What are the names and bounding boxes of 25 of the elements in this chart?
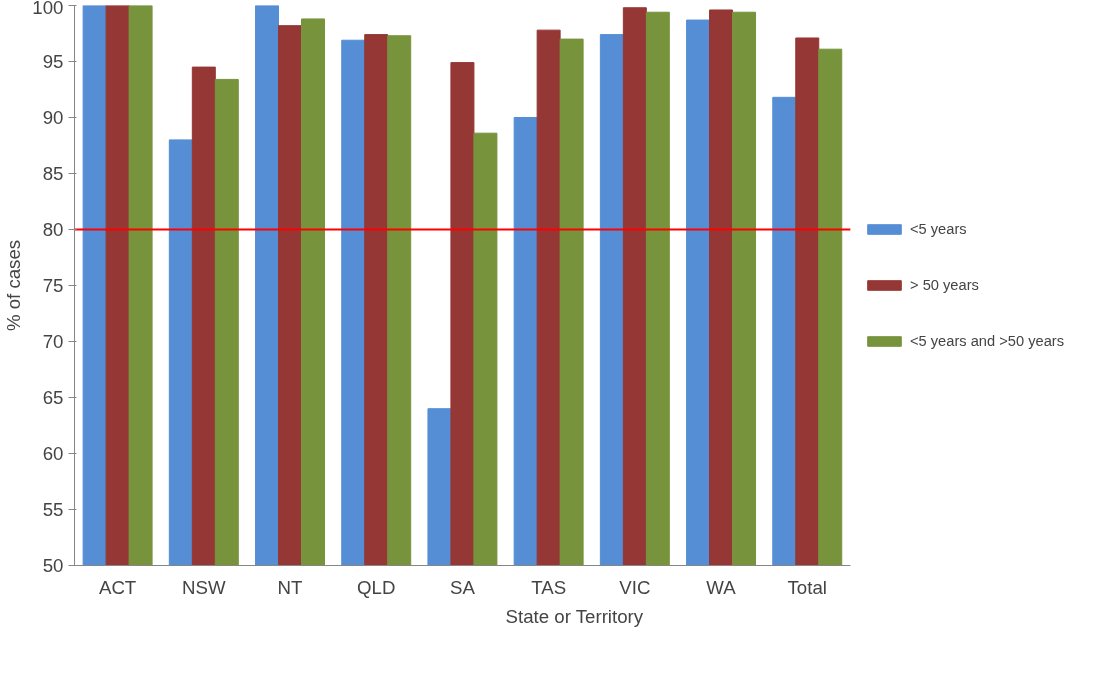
x-tick-label: NT — [277, 576, 303, 598]
y-tick-label: 75 — [42, 275, 64, 296]
y-tick-label: 65 — [42, 387, 64, 408]
x-tick-label: QLD — [357, 576, 396, 598]
x-tick-label: TAS — [531, 576, 567, 598]
legend-label: > 50 years — [910, 277, 979, 293]
y-tick-label: 50 — [42, 555, 64, 576]
x-tick-label: VIC — [619, 576, 651, 598]
legend-label: <5 years and >50 years — [910, 333, 1064, 349]
legend-label: <5 years — [910, 221, 967, 237]
x-tick-label: Total — [787, 576, 827, 598]
x-tick-label: WA — [706, 576, 737, 598]
x-tick-label: NSW — [182, 576, 226, 598]
y-axis-title: % of cases — [3, 239, 25, 332]
y-tick-label: 85 — [42, 163, 64, 184]
y-tick-label: 95 — [42, 51, 64, 72]
y-tick-label: 70 — [42, 331, 64, 352]
y-tick-label: 100 — [32, 0, 64, 18]
y-tick-label: 55 — [42, 499, 64, 520]
y-tick-label: 60 — [42, 443, 64, 464]
x-tick-label: SA — [449, 576, 476, 598]
x-axis-title: State or Territory — [505, 605, 644, 627]
y-tick-label: 90 — [42, 107, 64, 128]
x-tick-label: ACT — [98, 576, 137, 598]
y-tick-label: 80 — [42, 219, 64, 240]
